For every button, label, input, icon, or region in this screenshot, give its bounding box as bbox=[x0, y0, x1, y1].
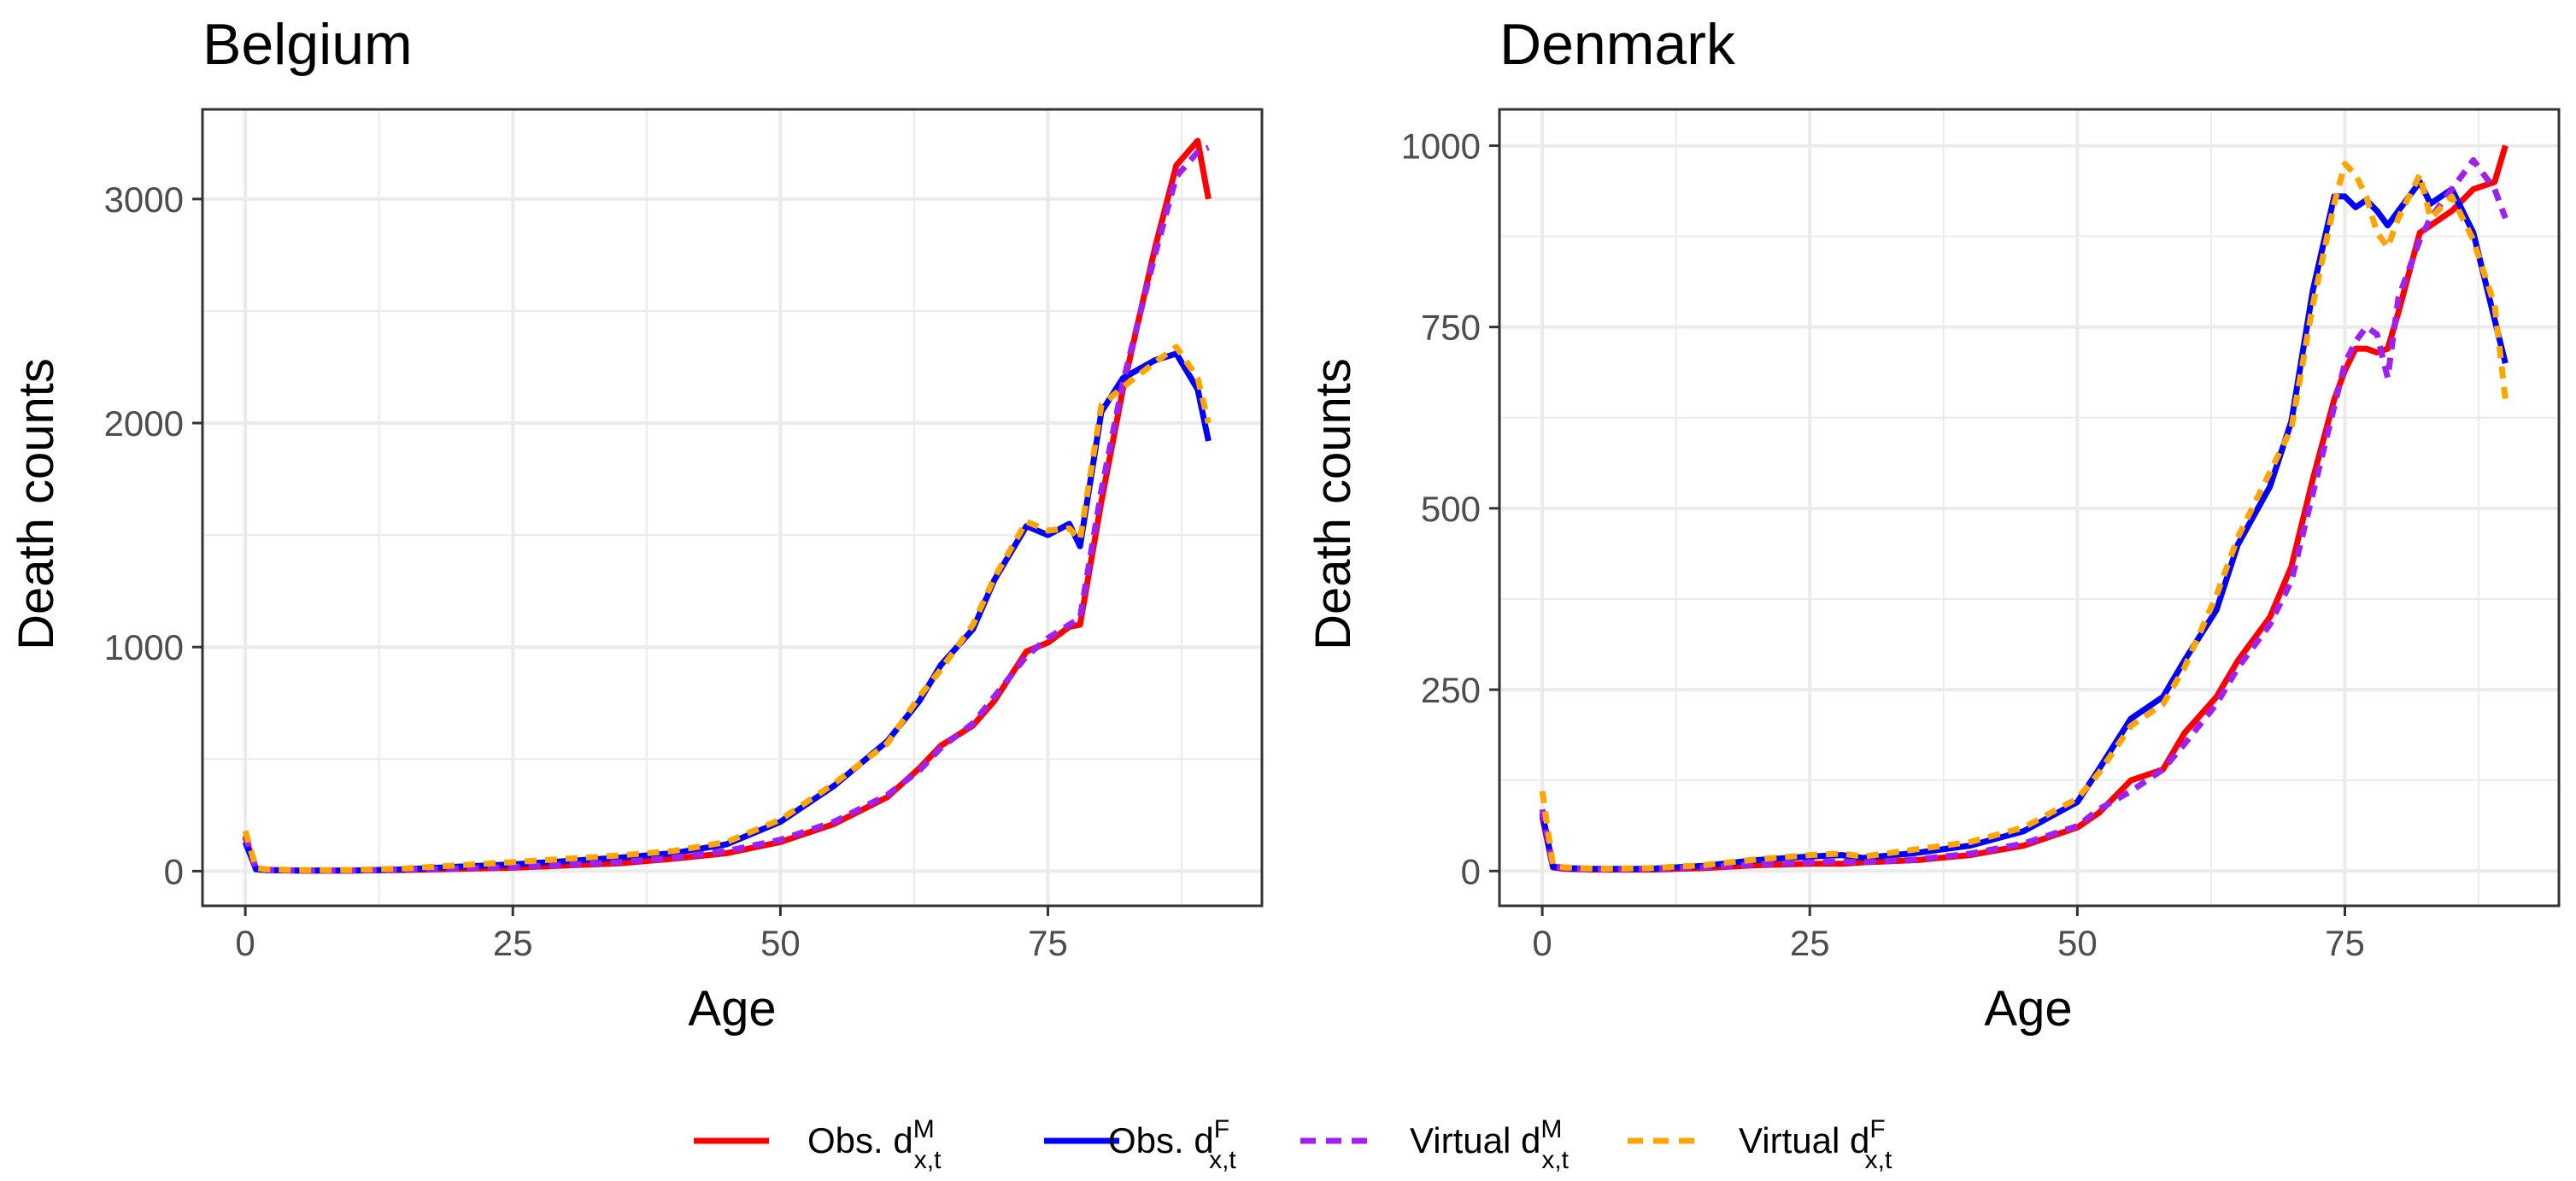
panel-title: Belgium bbox=[202, 12, 413, 77]
series-line-2 bbox=[1539, 156, 2509, 873]
x-tick-label: 25 bbox=[1790, 923, 1830, 963]
x-axis-label: Age bbox=[688, 981, 776, 1037]
legend-item: Virtual dM x,t bbox=[1300, 1115, 1570, 1174]
y-tick-label: 750 bbox=[1421, 308, 1481, 348]
x-tick-label: 50 bbox=[2057, 923, 2098, 963]
x-tick-label: 75 bbox=[2325, 923, 2365, 963]
y-tick-label: 0 bbox=[1461, 851, 1481, 891]
series-line-3 bbox=[1539, 161, 2509, 873]
y-tick-label: 2000 bbox=[104, 403, 184, 444]
y-tick-label: 500 bbox=[1421, 489, 1481, 529]
legend-label: Obs. dF x,t bbox=[1108, 1115, 1236, 1174]
y-tick-label: 0 bbox=[164, 851, 184, 891]
y-tick-label: 1000 bbox=[104, 627, 184, 667]
legend-label: Virtual dF x,t bbox=[1739, 1115, 1892, 1174]
x-axis-label: Age bbox=[1984, 981, 2072, 1037]
y-axis-label: Death counts bbox=[9, 358, 64, 650]
plot-area: 0 25 50 75 0 1000 2000 3000 bbox=[104, 108, 1264, 963]
y-axis-label: Death counts bbox=[1306, 358, 1361, 650]
legend: Obs. dM x,t Obs. dF x,t Virtual dM x,t Virtual… bbox=[694, 1115, 1892, 1174]
y-tick-label: 3000 bbox=[104, 179, 184, 220]
legend-item: Virtual dF x,t bbox=[1628, 1115, 1892, 1174]
legend-item: Obs. dM x,t bbox=[694, 1115, 942, 1174]
legend-label: Virtual dM x,t bbox=[1410, 1115, 1570, 1174]
plot-border bbox=[201, 108, 1264, 908]
x-tick-label: 0 bbox=[235, 923, 255, 963]
x-tick-label: 75 bbox=[1028, 923, 1068, 963]
x-tick-label: 25 bbox=[493, 923, 533, 963]
y-tick-label: 250 bbox=[1421, 670, 1481, 710]
series-line-3 bbox=[242, 344, 1212, 873]
y-tick-label: 1000 bbox=[1401, 126, 1481, 166]
panel-belgium: Belgium 0 25 50 75 0 1000 2000 3000 Age Death c… bbox=[9, 12, 1264, 1037]
panel-title: Denmark bbox=[1499, 12, 1736, 77]
legend-item: Obs. dF x,t bbox=[1044, 1115, 1236, 1174]
x-tick-label: 0 bbox=[1532, 923, 1552, 963]
legend-label: Obs. dM x,t bbox=[807, 1115, 942, 1174]
x-tick-label: 50 bbox=[760, 923, 801, 963]
